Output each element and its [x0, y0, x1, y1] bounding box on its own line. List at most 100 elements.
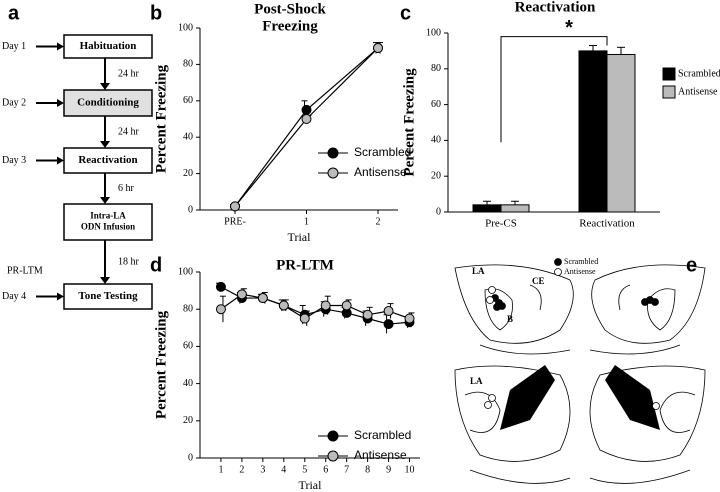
- panel-label: d: [150, 254, 162, 276]
- marker: [230, 201, 240, 212]
- marker: [301, 114, 312, 124]
- interval-label: 24 hr: [118, 126, 140, 137]
- atlas-fill: [605, 365, 660, 430]
- y-tick-label: 0: [436, 206, 441, 217]
- legend-label: Scrambled: [354, 145, 411, 159]
- day-arrowhead: [57, 99, 64, 107]
- x-tick-label: 3: [260, 464, 265, 475]
- interval-label: 6 hr: [118, 183, 135, 194]
- legend-marker: [327, 430, 339, 442]
- flow-box-label: Reactivation: [78, 154, 137, 166]
- y-tick-label: 80: [431, 63, 441, 74]
- chart-title: Post-Shock: [254, 1, 326, 17]
- x-axis-label: Trial: [299, 478, 323, 492]
- atlas-drawing: [454, 264, 706, 484]
- flow-box: [63, 147, 153, 174]
- y-tick-label: 20: [431, 170, 441, 181]
- chart-title: PR-LTM: [276, 257, 334, 273]
- legend-label: Antisense: [354, 165, 407, 179]
- marker: [362, 309, 373, 320]
- marker: [301, 104, 312, 115]
- y-tick-label: 100: [178, 22, 193, 33]
- x-tick-label: 1: [218, 464, 223, 475]
- x-axis-label: Trial: [288, 230, 312, 244]
- day-label: Day 1: [2, 41, 26, 52]
- bar: [472, 204, 502, 213]
- y-tick-label: 40: [431, 135, 441, 146]
- x-tick-label: Pre-CS: [485, 218, 517, 230]
- flow-box-label: Habituation: [80, 40, 137, 52]
- x-tick-label: 6: [323, 464, 328, 475]
- flow-box: [63, 203, 153, 241]
- placement-dots: [484, 258, 660, 410]
- marker: [383, 306, 394, 317]
- legend-marker: [327, 147, 339, 159]
- x-tick-label: 4: [281, 464, 286, 475]
- marker: [320, 300, 331, 311]
- flow-arrowhead: [100, 277, 110, 284]
- marker: [404, 313, 415, 324]
- bar: [578, 50, 608, 213]
- y-tick-label: 100: [426, 27, 441, 38]
- atlas-label: LA: [472, 266, 485, 276]
- legend-swatch: [662, 67, 676, 81]
- y-tick-label: 0: [188, 452, 193, 463]
- y-tick-label: 40: [183, 131, 193, 142]
- marker: [257, 293, 268, 304]
- atlas-label: CE: [532, 276, 545, 286]
- x-tick-label: 5: [302, 464, 307, 475]
- legend-label: Scrambled: [354, 428, 411, 442]
- marker: [236, 289, 247, 300]
- legend-marker: [327, 450, 339, 462]
- panel-label: b: [150, 2, 162, 24]
- legend-label: Scrambled: [678, 68, 720, 79]
- flow-arrowhead: [100, 83, 110, 90]
- x-tick-label: PRE-: [224, 216, 246, 227]
- x-tick-label: 2: [376, 216, 381, 227]
- panel-label: e: [686, 254, 697, 276]
- day-label: Day 4: [2, 291, 26, 302]
- marker: [299, 313, 310, 324]
- day-arrowhead: [57, 156, 64, 165]
- legend-label: Antisense: [354, 448, 407, 462]
- chart-title: Reactivation: [515, 0, 596, 15]
- day-label: Day 2: [2, 97, 26, 108]
- panel-label: a: [8, 2, 20, 24]
- chart-title: Freezing: [262, 18, 318, 34]
- marker: [278, 300, 289, 311]
- marker: [215, 281, 226, 292]
- x-tick-label: 7: [344, 464, 349, 475]
- interval-label: 24 hr: [118, 68, 140, 79]
- flow-box-label: Tone Testing: [78, 290, 138, 302]
- atlas-legend: Scrambled: [564, 257, 598, 266]
- y-tick-label: 80: [183, 303, 193, 314]
- x-tick-label: Reactivation: [579, 218, 635, 230]
- series-line: [220, 286, 410, 325]
- y-tick-label: 60: [183, 341, 193, 352]
- y-tick-label: 60: [431, 99, 441, 110]
- annotation: *: [565, 17, 573, 39]
- series-line: [220, 293, 410, 320]
- x-tick-label: 2: [239, 464, 244, 475]
- x-tick-label: 8: [365, 464, 370, 475]
- atlas-legend: Antisense: [564, 267, 596, 276]
- y-tick-label: 100: [178, 266, 193, 277]
- x-tick-label: 9: [386, 464, 391, 475]
- x-tick-label: 10: [405, 464, 415, 475]
- significance-bracket: [500, 36, 608, 143]
- flow-box-label: Conditioning: [77, 97, 139, 109]
- bar: [500, 204, 530, 213]
- y-axis-label: Percent Freezing: [401, 68, 417, 177]
- interval-label: 18 hr: [118, 256, 140, 267]
- legend-swatch: [662, 85, 676, 99]
- atlas-label: B: [507, 314, 513, 324]
- y-axis-label: Percent Freezing: [153, 310, 169, 419]
- legend-label: Antisense: [678, 86, 718, 97]
- flow-box-label: Intra-LA: [90, 211, 126, 221]
- series-line: [234, 47, 379, 207]
- atlas-label: LA: [470, 376, 483, 386]
- y-tick-label: 0: [188, 204, 193, 215]
- panel-label: c: [400, 2, 411, 24]
